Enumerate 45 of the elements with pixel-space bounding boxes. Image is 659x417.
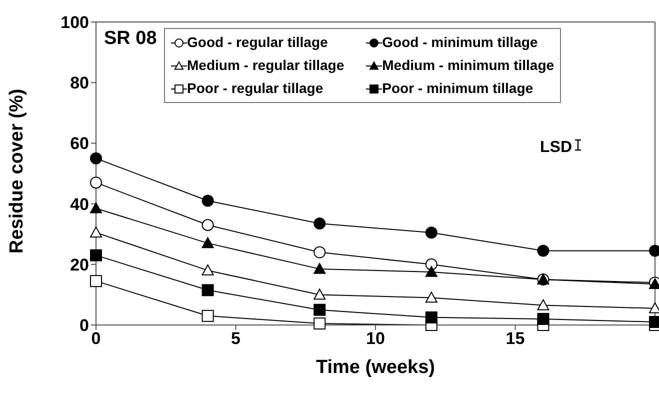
point: [202, 310, 214, 322]
y-tick-label: 20: [70, 255, 89, 274]
legend-label: Poor - regular tillage: [187, 79, 324, 98]
point: [90, 176, 102, 189]
legend-label: Good - minimum tillage: [382, 33, 538, 52]
point: [314, 288, 326, 300]
point: [90, 202, 102, 214]
point: [90, 275, 102, 288]
legend-label: Good - regular tillage: [187, 33, 328, 52]
x-axis-title: Time (weeks): [316, 357, 435, 378]
point: [425, 226, 438, 239]
point: [537, 312, 550, 325]
point: [202, 237, 214, 248]
y-tick-label: 100: [60, 13, 89, 32]
point: [90, 226, 102, 238]
legend-label: Medium - minimum tillage: [382, 56, 554, 75]
point: [425, 292, 438, 303]
y-tick-label: 40: [70, 194, 89, 214]
y-tick-label: 80: [70, 74, 89, 93]
point: [314, 246, 326, 258]
x-tick-label: 0: [91, 329, 101, 348]
point: [314, 217, 326, 230]
point: [537, 299, 550, 310]
legend-label: Medium - regular tillage: [187, 56, 344, 75]
point: [425, 266, 438, 277]
annotation: LSD: [540, 139, 572, 156]
x-tick-label: 10: [366, 329, 385, 348]
x-tick-label: 15: [506, 329, 525, 348]
point: [425, 311, 438, 324]
point: [202, 264, 214, 276]
point: [537, 244, 550, 257]
x-tick-label: 5: [231, 329, 240, 348]
point: [314, 262, 326, 274]
point: [202, 284, 214, 296]
point: [90, 152, 102, 164]
y-tick-label: 60: [70, 134, 89, 154]
annotation: SR 08: [104, 28, 157, 49]
point: [202, 219, 214, 232]
point: [314, 304, 326, 316]
y-tick-label: 0: [80, 316, 89, 336]
y-axis-title: Residue cover (%): [6, 88, 28, 254]
point: [90, 249, 102, 262]
point: [314, 317, 326, 330]
legend-label: Poor - minimum tillage: [382, 79, 534, 98]
point: [202, 194, 214, 207]
